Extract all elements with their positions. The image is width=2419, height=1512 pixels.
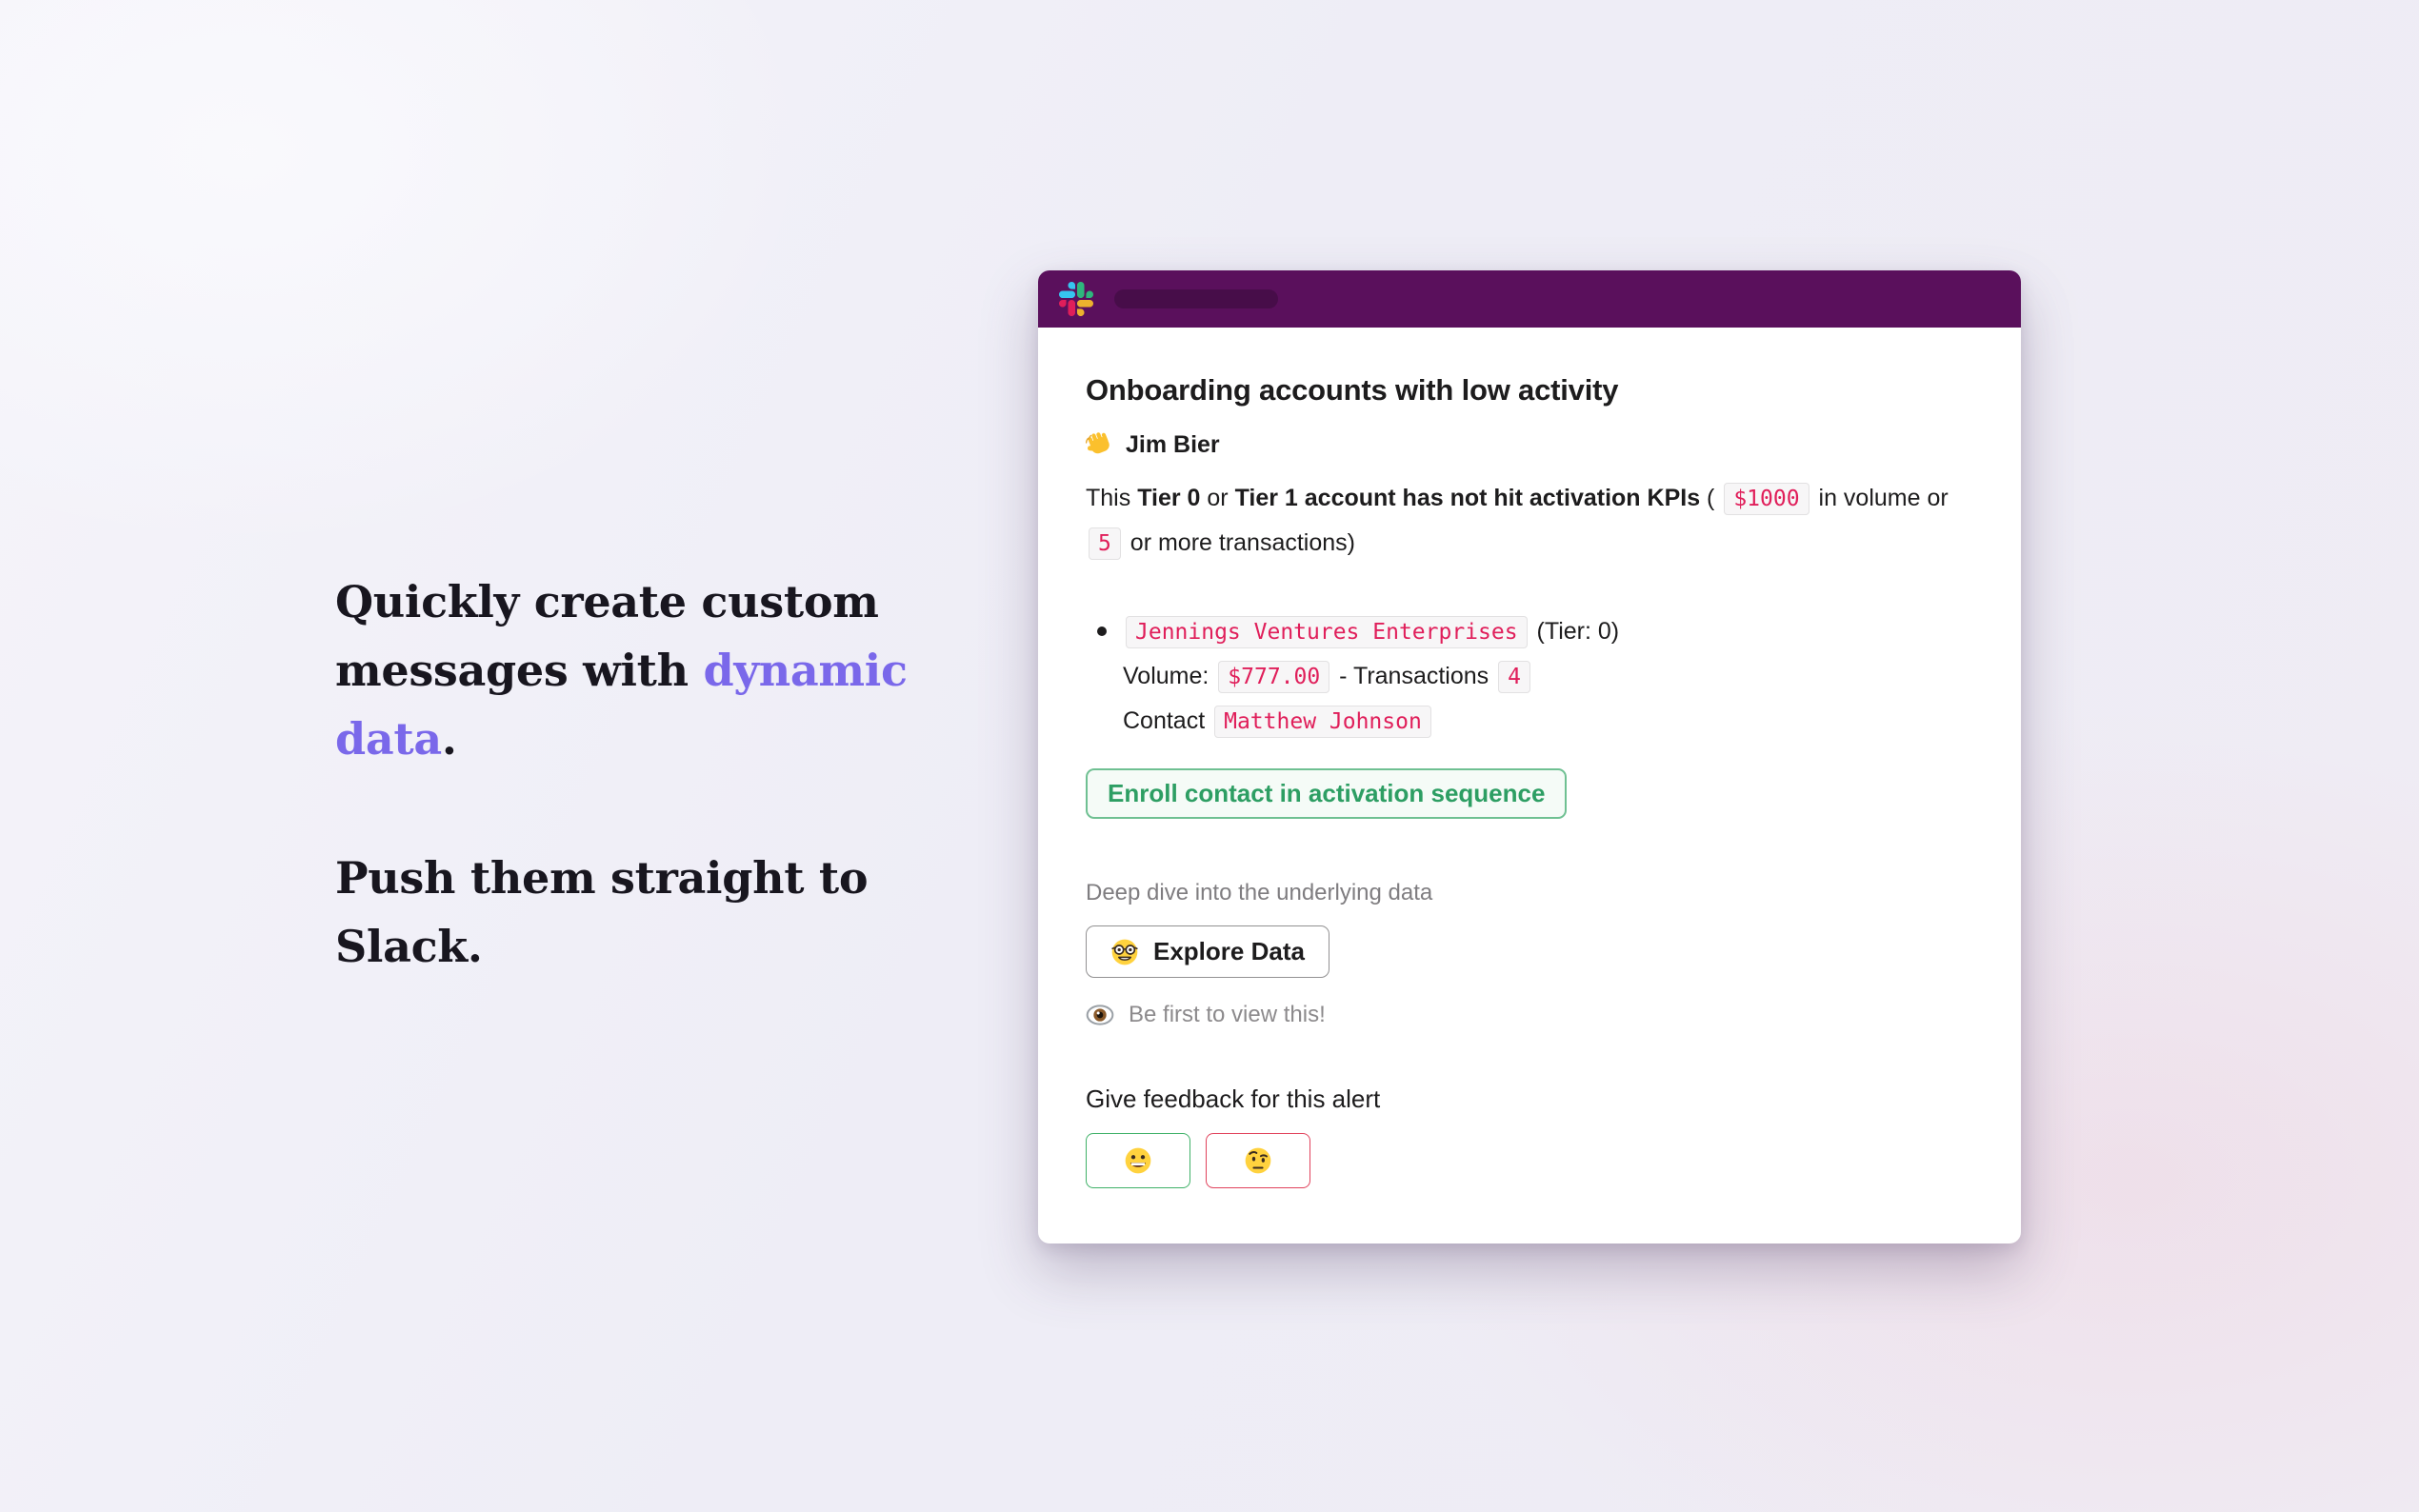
headline-paragraph-2: Push them straight to Slack.	[335, 844, 926, 981]
text-segment: (	[1700, 485, 1722, 511]
view-status-text: Be first to view this!	[1129, 1002, 1326, 1027]
wave-emoji-icon	[1086, 432, 1110, 454]
text-segment: - Transactions	[1332, 663, 1496, 689]
window-title-placeholder	[1114, 289, 1278, 308]
explore-data-label: Explore Data	[1153, 937, 1305, 965]
text-segment: Tier 1 account has not hit activation KP…	[1234, 485, 1701, 511]
raised-eyebrow-emoji-icon	[1245, 1147, 1271, 1174]
context-text: Deep dive into the underlying data	[1086, 880, 1433, 905]
slack-message-body: Onboarding accounts with low activity Ji…	[1038, 328, 2021, 1188]
text-segment: Tier 0	[1137, 485, 1201, 511]
bullet-content: Jennings Ventures Enterprises (Tier: 0) …	[1123, 609, 1619, 744]
message-title: Onboarding accounts with low activity	[1086, 373, 1619, 407]
feedback-button-row	[1086, 1133, 1969, 1188]
inline-code-chip: Jennings Ventures Enterprises	[1126, 616, 1528, 648]
text-segment: Quickly create custom messages with	[335, 576, 879, 696]
list-item: Jennings Ventures Enterprises (Tier: 0) …	[1086, 609, 1969, 744]
enroll-contact-button[interactable]: Enroll contact in activation sequence	[1086, 768, 1568, 819]
feedback-negative-button[interactable]	[1206, 1133, 1310, 1188]
account-contact-line: Contact Matthew Johnson	[1123, 699, 1619, 744]
text-segment: (Tier: 0)	[1529, 618, 1620, 645]
grinning-face-emoji-icon	[1125, 1147, 1151, 1174]
explore-data-button[interactable]: Explore Data	[1086, 925, 1329, 978]
text-segment: .	[441, 713, 457, 765]
intro-paragraph: This Tier 0 or Tier 1 account has not hi…	[1086, 476, 1962, 566]
slack-window-header	[1038, 270, 2021, 328]
nerd-face-emoji-icon	[1111, 939, 1138, 965]
feedback-title: Give feedback for this alert	[1086, 1084, 1381, 1113]
inline-code-chip: 5	[1089, 527, 1121, 560]
greeting-name: Jim Bier	[1126, 431, 1220, 458]
view-status-line: Be first to view this!	[1086, 1001, 1969, 1029]
bullet-dot	[1097, 627, 1107, 636]
text-segment: Push them straight to Slack.	[335, 852, 869, 972]
eye-emoji-icon	[1086, 1005, 1114, 1025]
account-bullet-list: Jennings Ventures Enterprises (Tier: 0) …	[1086, 609, 1969, 744]
text-segment: Volume:	[1123, 663, 1216, 689]
headline: Quickly create custom messages with dyna…	[335, 567, 926, 981]
headline-paragraph-1: Quickly create custom messages with dyna…	[335, 567, 926, 773]
text-segment: or	[1200, 485, 1235, 511]
inline-code-chip: $1000	[1724, 483, 1809, 515]
feedback-positive-button[interactable]	[1086, 1133, 1190, 1188]
text-segment: Contact	[1123, 707, 1212, 734]
text-segment: in volume or	[1811, 485, 1949, 511]
text-segment: or more transactions)	[1123, 529, 1355, 556]
account-volume-line: Volume: $777.00 - Transactions 4	[1123, 654, 1619, 699]
greeting-line: Jim Bier	[1086, 427, 1969, 463]
inline-code-chip: 4	[1498, 661, 1530, 693]
text-segment: dynamic data	[335, 645, 908, 765]
text-segment: This	[1086, 485, 1138, 511]
inline-code-chip: $777.00	[1218, 661, 1330, 693]
inline-code-chip: Matthew Johnson	[1214, 706, 1431, 738]
account-name-line: Jennings Ventures Enterprises (Tier: 0)	[1123, 609, 1619, 654]
slack-message-card: Onboarding accounts with low activity Ji…	[1038, 270, 2021, 1243]
slack-logo-icon	[1059, 282, 1093, 316]
